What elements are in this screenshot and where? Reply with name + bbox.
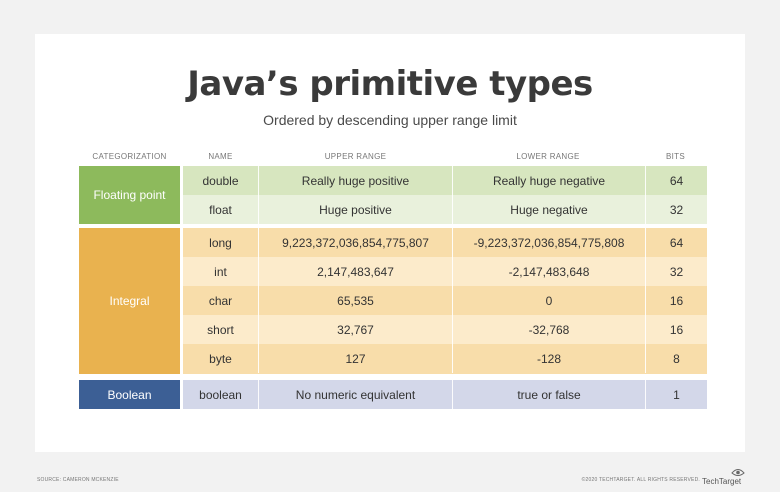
cell-lower: true or false bbox=[453, 380, 646, 409]
category-integral: Integral bbox=[79, 228, 180, 374]
cell-name: byte bbox=[183, 344, 259, 373]
table-row: long 9,223,372,036,854,775,807 -9,223,37… bbox=[183, 228, 707, 257]
cell-upper: 65,535 bbox=[259, 286, 453, 315]
cell-bits: 64 bbox=[669, 235, 684, 250]
cell-name: float bbox=[183, 195, 259, 224]
cell-name: double bbox=[183, 166, 259, 195]
cell-upper: 9,223,372,036,854,775,807 bbox=[259, 228, 453, 257]
table-row: short 32,767 -32,768 16 bbox=[183, 315, 707, 344]
cell-lower: -9,223,372,036,854,775,808 bbox=[453, 228, 646, 257]
cell-bits: 8 bbox=[673, 351, 680, 366]
page-subtitle: Ordered by descending upper range limit bbox=[263, 112, 517, 128]
cell-lower: Huge negative bbox=[453, 195, 646, 224]
header-bits: BITS bbox=[666, 152, 685, 161]
cell-upper: 2,147,483,647 bbox=[259, 257, 453, 286]
header-categorization: CATEGORIZATION bbox=[92, 152, 167, 161]
copyright-notice: ©2020 TECHTARGET. ALL RIGHTS RESERVED. bbox=[581, 477, 700, 483]
cell-upper: No numeric equivalent bbox=[259, 380, 453, 409]
cell-name: short bbox=[183, 315, 259, 344]
cell-name: char bbox=[183, 286, 259, 315]
header-name: NAME bbox=[208, 152, 233, 161]
table-row: boolean No numeric equivalent true or fa… bbox=[183, 380, 707, 409]
cell-upper: 127 bbox=[259, 344, 453, 373]
category-boolean: Boolean bbox=[79, 380, 180, 409]
cell-lower: 0 bbox=[453, 286, 646, 315]
cell-bits: 32 bbox=[669, 264, 684, 279]
header-upper-range: UPPER RANGE bbox=[324, 152, 387, 161]
cell-upper: 32,767 bbox=[259, 315, 453, 344]
cell-upper: Really huge positive bbox=[259, 166, 453, 195]
cell-name: long bbox=[183, 228, 259, 257]
cell-name: int bbox=[183, 257, 259, 286]
cell-name: boolean bbox=[183, 380, 259, 409]
table-row: char 65,535 0 16 bbox=[183, 286, 707, 315]
cell-lower: -2,147,483,648 bbox=[453, 257, 646, 286]
table-row: float Huge positive Huge negative 32 bbox=[183, 195, 707, 224]
category-floating-point: Floating point bbox=[79, 166, 180, 224]
techtarget-logo: TechTarget bbox=[702, 466, 746, 486]
table-row: double Really huge positive Really huge … bbox=[183, 166, 707, 195]
cell-bits: 1 bbox=[673, 387, 680, 402]
cell-lower: -32,768 bbox=[453, 315, 646, 344]
cell-bits: 32 bbox=[669, 202, 684, 217]
header-lower-range: LOWER RANGE bbox=[516, 152, 580, 161]
logo-eye-icon bbox=[731, 469, 745, 476]
cell-bits: 64 bbox=[669, 173, 684, 188]
table-row: int 2,147,483,647 -2,147,483,648 32 bbox=[183, 257, 707, 286]
cell-bits: 16 bbox=[669, 322, 684, 337]
cell-lower: -128 bbox=[453, 344, 646, 373]
logo-text: TechTarget bbox=[702, 477, 742, 486]
page-title: Java’s primitive types bbox=[187, 64, 593, 104]
table-row: byte 127 -128 8 bbox=[183, 344, 707, 374]
cell-bits: 16 bbox=[669, 293, 684, 308]
cell-lower: Really huge negative bbox=[453, 166, 646, 195]
source-credit: SOURCE: CAMERON MCKENZIE bbox=[37, 477, 119, 483]
cell-upper: Huge positive bbox=[259, 195, 453, 224]
